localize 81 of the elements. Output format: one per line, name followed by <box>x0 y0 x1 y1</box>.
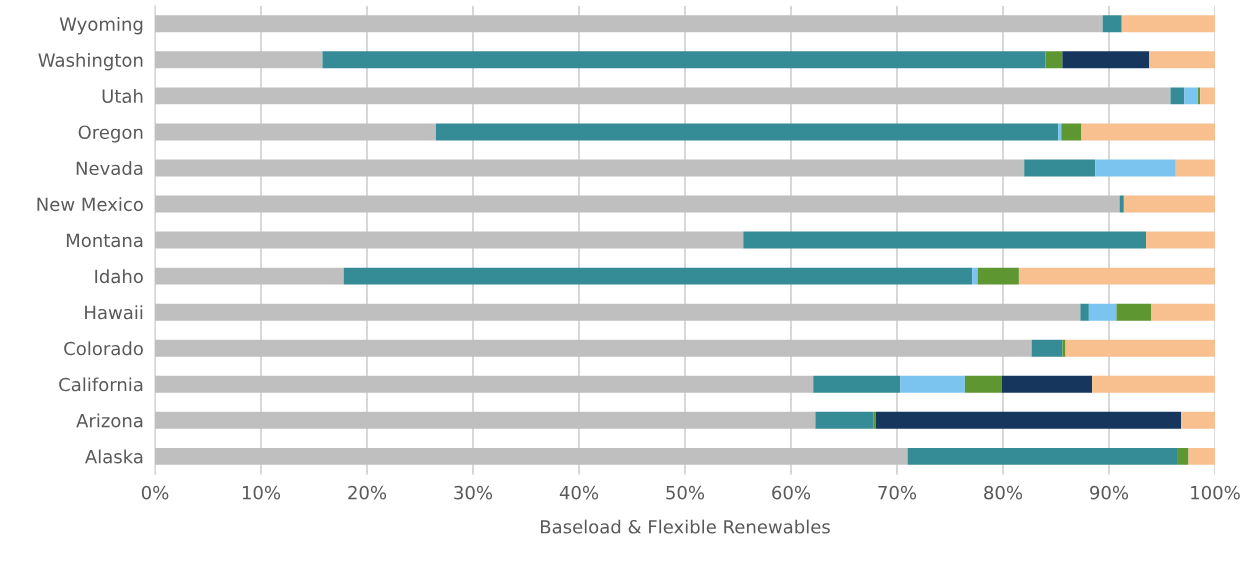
x-tick-label: 60% <box>772 485 811 500</box>
bar <box>1184 87 1199 105</box>
x-tick-label: 70% <box>878 485 917 500</box>
bar <box>343 267 973 285</box>
bar <box>1146 231 1215 249</box>
bar <box>1061 123 1082 141</box>
x-tick-label: 0% <box>141 485 169 500</box>
y-tick-label: Washington <box>38 52 143 71</box>
bar <box>1065 339 1215 357</box>
y-tick-label: New Mexico <box>37 197 143 212</box>
bar <box>813 375 901 393</box>
y-tick-label: Utah <box>102 89 143 103</box>
bar <box>1031 339 1063 357</box>
y-tick-label: California <box>59 377 143 392</box>
bar <box>1181 411 1215 429</box>
bar <box>1024 159 1096 177</box>
y-tick-label: Colorado <box>64 341 143 356</box>
bar <box>155 123 436 141</box>
bar <box>1081 123 1215 141</box>
bar <box>1175 159 1215 177</box>
x-tick-label: 40% <box>559 485 599 500</box>
bar <box>155 15 1103 33</box>
bar <box>875 411 1182 429</box>
bar <box>972 267 978 285</box>
y-tick-label: Arizona <box>76 413 143 428</box>
bar <box>1151 303 1215 321</box>
y-tick-label: Alaska <box>84 449 143 464</box>
y-tick-label: Idaho <box>95 269 143 284</box>
bar <box>1018 267 1215 285</box>
bar <box>1102 15 1122 33</box>
bar <box>1121 15 1215 33</box>
bar <box>964 375 1002 393</box>
bar <box>155 87 1171 105</box>
bar <box>1198 87 1201 105</box>
bar <box>1170 87 1185 105</box>
bar <box>1080 303 1089 321</box>
bar <box>977 267 1019 285</box>
bar <box>1062 339 1066 357</box>
x-tick-label: 80% <box>984 485 1023 500</box>
bar <box>435 123 1059 141</box>
x-tick-label: 10% <box>242 485 281 500</box>
bar <box>155 303 1081 321</box>
bar <box>155 195 1120 213</box>
bar <box>815 411 874 429</box>
bar <box>322 51 1046 69</box>
bar <box>155 447 908 465</box>
bar <box>155 339 1032 357</box>
bar <box>155 231 744 249</box>
bar <box>155 267 344 285</box>
bar <box>1116 303 1152 321</box>
bar <box>155 375 814 393</box>
bar <box>155 51 323 69</box>
y-tick-label: Wyoming <box>59 16 143 35</box>
bar <box>743 231 1147 249</box>
x-tick-label: 90% <box>1090 485 1129 500</box>
bar <box>1149 51 1215 69</box>
y-tick-label: Nevada <box>76 161 143 176</box>
x-axis-title: Baseload & Flexible Renewables <box>540 519 830 534</box>
bar <box>1177 447 1189 465</box>
bar <box>1045 51 1063 69</box>
bar <box>1058 123 1062 141</box>
bar <box>1001 375 1093 393</box>
bar <box>1200 87 1215 105</box>
bar <box>155 159 1025 177</box>
x-tick-label: 20% <box>348 485 387 500</box>
bar <box>1123 195 1215 213</box>
bar <box>1092 375 1215 393</box>
bar <box>873 411 876 429</box>
bar <box>1088 303 1117 321</box>
bar <box>1095 159 1176 177</box>
y-tick-label: Montana <box>66 233 143 248</box>
y-tick-label: Hawaii <box>85 305 143 320</box>
x-tick-label: 30% <box>454 485 493 500</box>
bar <box>1062 51 1150 69</box>
x-tick-label: 50% <box>666 485 705 500</box>
bar <box>907 447 1178 465</box>
x-tick-label: 100% <box>1191 485 1240 500</box>
bar <box>1188 447 1215 465</box>
y-tick-label: Oregon <box>78 125 143 143</box>
bar <box>900 375 965 393</box>
bar <box>155 411 816 429</box>
